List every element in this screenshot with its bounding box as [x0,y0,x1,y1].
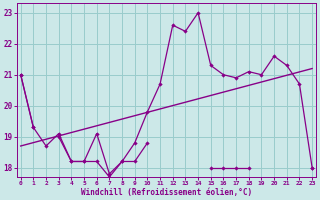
X-axis label: Windchill (Refroidissement éolien,°C): Windchill (Refroidissement éolien,°C) [81,188,252,197]
